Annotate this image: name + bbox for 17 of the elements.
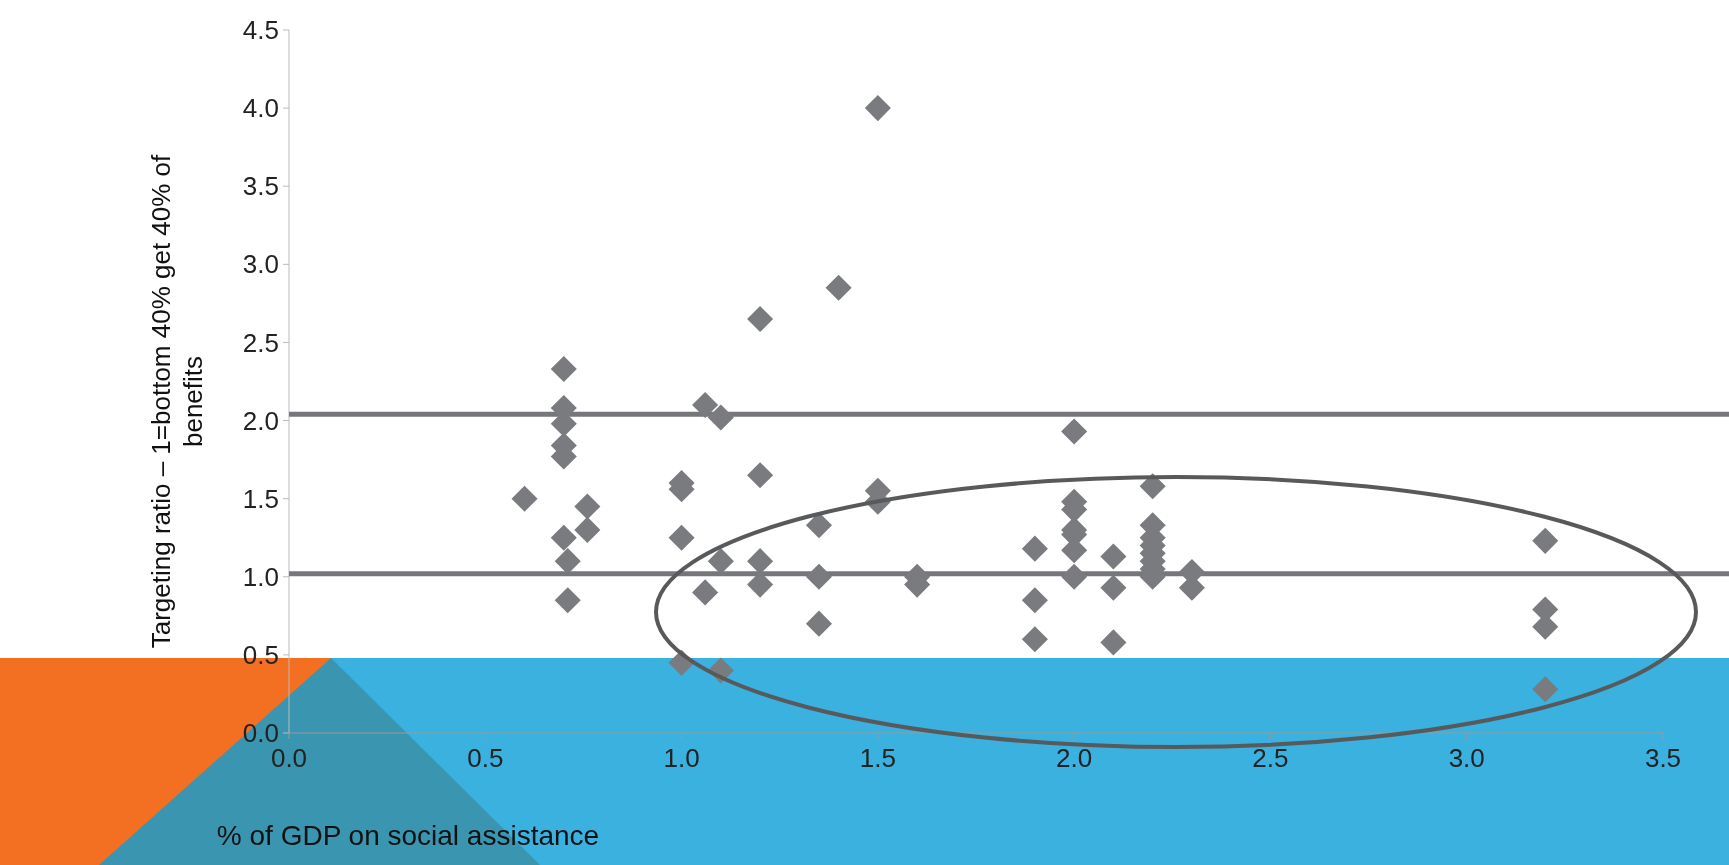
y-tick-label: 1.0 xyxy=(242,561,279,592)
x-axis-title: % of GDP on social assistance xyxy=(216,820,600,851)
x-tick-label: 2.0 xyxy=(1056,743,1093,773)
x-tick-label: 0.5 xyxy=(467,743,504,773)
y-axis-title: Targeting ratio – 1=bottom 40% get 40% of benefits xyxy=(146,153,208,649)
y-tick-label: 2.0 xyxy=(242,405,279,436)
y-tick-label: 1.5 xyxy=(242,483,279,514)
x-tick-label: 2.5 xyxy=(1252,743,1289,773)
x-tick-label: 3.5 xyxy=(1644,743,1682,773)
x-tick-label: 1.0 xyxy=(663,743,700,773)
y-tick-label: 2.5 xyxy=(242,327,279,358)
x-tick-label: 3.0 xyxy=(1448,743,1485,773)
y-tick-label: 3.5 xyxy=(242,171,279,202)
x-tick-label: 1.5 xyxy=(859,743,896,773)
y-tick-label: 4.0 xyxy=(242,93,279,124)
y-tick-label: 3.0 xyxy=(242,249,279,280)
y-tick-label: 4.5 xyxy=(242,15,279,46)
